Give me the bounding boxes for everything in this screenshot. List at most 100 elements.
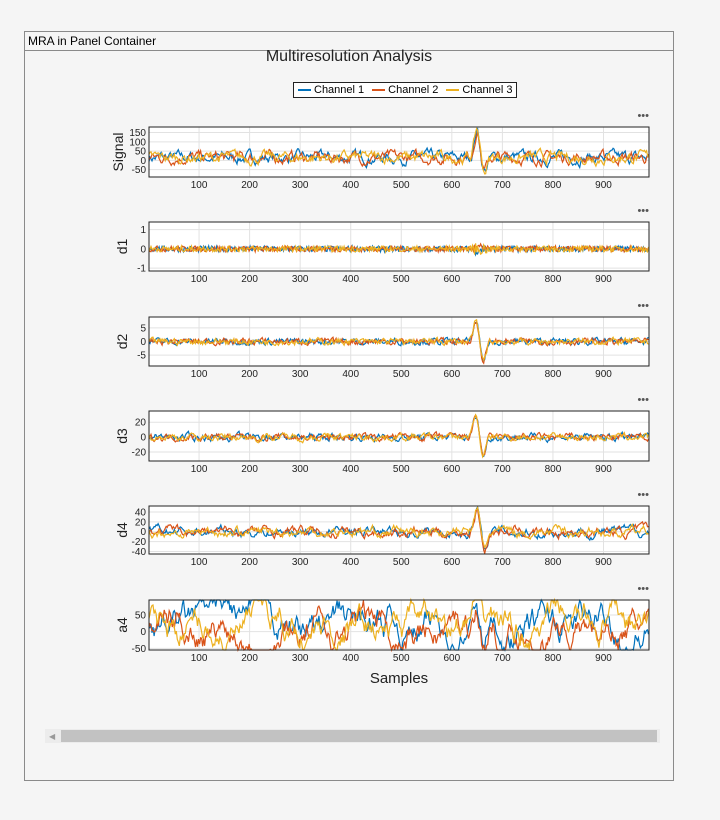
y-tick-label: 0 — [140, 433, 146, 444]
y-tick-label: 0 — [140, 527, 146, 538]
x-tick-label: 800 — [545, 464, 562, 475]
x-tick-label: 100 — [191, 464, 208, 475]
x-tick-label: 800 — [545, 369, 562, 380]
legend-entry[interactable]: Channel 3 — [446, 84, 512, 96]
x-tick-label: 600 — [443, 464, 460, 475]
series-line-2 — [148, 600, 650, 653]
axes-box — [148, 410, 650, 462]
y-tick-label: 5 — [140, 323, 146, 334]
series-line-3 — [148, 127, 650, 175]
axes-box — [148, 221, 650, 272]
x-axis-label: Samples — [370, 670, 428, 687]
legend-label: Channel 2 — [388, 84, 439, 96]
x-tick-label: 900 — [595, 180, 612, 191]
x-tick-label: 500 — [393, 180, 410, 191]
axes-d2[interactable]: 100 200 300 400 500 600 700 800 900 -5 0 5 d2 ••• — [114, 300, 650, 380]
series-line-3 — [148, 597, 650, 651]
axes-d3[interactable]: 100 200 300 400 500 600 700 800 900 -20 0 20 d3 ••• — [114, 394, 650, 475]
x-tick-label: 100 — [191, 274, 208, 285]
scroll-left-arrow-icon[interactable]: ◀ — [49, 732, 56, 741]
plot-area — [149, 127, 649, 177]
x-tick-label: 100 — [191, 369, 208, 380]
legend-swatch — [298, 89, 311, 91]
x-tick-label: 600 — [443, 653, 460, 664]
scrollbar-thumb[interactable] — [61, 730, 657, 742]
y-tick-label: 1 — [140, 225, 146, 236]
ellipsis-icon[interactable]: ••• — [637, 205, 649, 217]
series-line-2 — [148, 508, 649, 554]
x-tick-label: 700 — [494, 274, 511, 285]
x-tick-label: 200 — [241, 274, 258, 285]
x-tick-label: 500 — [393, 274, 410, 285]
legend-entry[interactable]: Channel 2 — [372, 84, 438, 96]
y-tick-label: 20 — [135, 418, 147, 429]
x-tick-label: 800 — [545, 557, 562, 568]
ellipsis-icon[interactable]: ••• — [637, 489, 649, 501]
y-tick-label: 20 — [135, 517, 147, 528]
panel-title: MRA in Panel Container — [25, 32, 673, 51]
series-line-3 — [148, 413, 650, 459]
x-tick-label: 200 — [241, 369, 258, 380]
ellipsis-icon[interactable]: ••• — [637, 110, 649, 122]
x-tick-label: 100 — [191, 180, 208, 191]
y-tick-label: -1 — [137, 264, 146, 275]
x-tick-label: 500 — [393, 464, 410, 475]
x-tick-label: 600 — [443, 369, 460, 380]
axes-Signal[interactable]: 100 200 300 400 500 600 700 800 900-50050100150S… — [110, 110, 650, 191]
x-tick-label: 900 — [595, 369, 612, 380]
x-tick-label: 600 — [443, 180, 460, 191]
axes-box — [148, 599, 650, 651]
y-tick-label: 0 — [140, 627, 146, 638]
x-tick-label: 700 — [494, 557, 511, 568]
horizontal-scrollbar[interactable]: ◀ — [45, 729, 660, 743]
ellipsis-icon[interactable]: ••• — [637, 394, 649, 406]
series-line-3 — [148, 318, 649, 362]
x-tick-label: 600 — [443, 557, 460, 568]
y-tick-label: 50 — [135, 147, 147, 158]
y-tick-label: 150 — [129, 128, 146, 139]
x-tick-label: 900 — [595, 557, 612, 568]
x-tick-label: 500 — [393, 557, 410, 568]
legend-swatch — [446, 89, 460, 91]
legend[interactable]: Channel 1 Channel 2 Channel 3 — [293, 82, 518, 98]
ellipsis-icon[interactable]: ••• — [637, 300, 649, 312]
legend-label: Channel 1 — [314, 84, 365, 96]
x-tick-label: 200 — [241, 557, 258, 568]
x-tick-label: 300 — [292, 557, 309, 568]
legend-entry[interactable]: Channel 1 — [298, 84, 364, 96]
x-tick-label: 300 — [292, 274, 309, 285]
y-tick-label: 100 — [129, 137, 146, 148]
x-tick-label: 300 — [292, 180, 309, 191]
x-tick-label: 900 — [595, 274, 612, 285]
x-tick-label: 500 — [393, 653, 410, 664]
y-tick-label: 0 — [140, 244, 146, 255]
y-axis-label: d3 — [114, 428, 130, 444]
legend-swatch — [372, 89, 386, 91]
x-tick-label: 400 — [342, 180, 359, 191]
x-tick-label: 100 — [191, 653, 208, 664]
x-tick-label: 800 — [545, 653, 562, 664]
axes-d1[interactable]: 100 200 300 400 500 600 700 800 900 -1 0 1 d1 ••• — [114, 205, 650, 285]
y-axis-label: a4 — [114, 617, 130, 633]
ellipsis-icon[interactable]: ••• — [637, 583, 649, 595]
axes-a4[interactable]: 100 200 300 400 500 600 700 800 900 -50 0 50 a4 ••• — [114, 583, 650, 664]
y-tick-label: -5 — [137, 351, 146, 362]
mra-plots: 100 200 300 400 500 600 700 800 900-50050100150S… — [110, 110, 650, 687]
y-axis-label: Signal — [110, 133, 126, 172]
y-tick-label: -20 — [132, 537, 147, 548]
legend-label: Channel 3 — [462, 84, 513, 96]
x-tick-label: 200 — [241, 180, 258, 191]
y-tick-label: 50 — [135, 611, 147, 622]
x-tick-label: 400 — [342, 653, 359, 664]
x-tick-label: 300 — [292, 369, 309, 380]
x-tick-label: 900 — [595, 653, 612, 664]
x-tick-label: 400 — [342, 557, 359, 568]
x-tick-label: 900 — [595, 464, 612, 475]
y-tick-label: 0 — [140, 156, 146, 167]
x-tick-label: 700 — [494, 653, 511, 664]
x-tick-label: 800 — [545, 274, 562, 285]
y-axis-label: d4 — [114, 522, 130, 538]
y-axis-label: d1 — [114, 239, 130, 255]
y-tick-label: -50 — [132, 644, 147, 655]
